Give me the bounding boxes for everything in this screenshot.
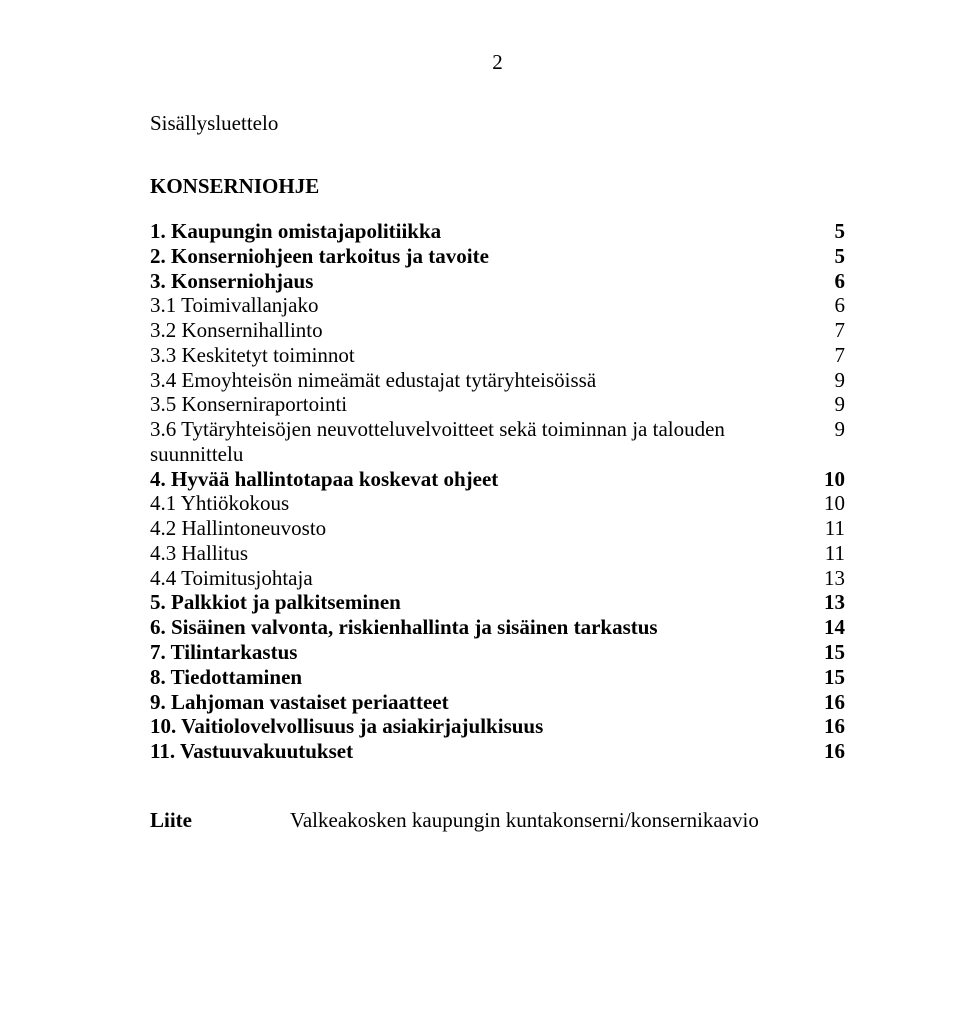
- toc-label: 3. Konserniohjaus: [150, 269, 815, 294]
- toc-label: 5. Palkkiot ja palkitseminen: [150, 590, 815, 615]
- toc-line: 7. Tilintarkastus15: [150, 640, 845, 665]
- toc-page-number: 11: [815, 516, 845, 541]
- toc-list: 1. Kaupungin omistajapolitiikka52. Konse…: [150, 219, 845, 764]
- toc-page-number: 11: [815, 541, 845, 566]
- toc-line: 2. Konserniohjeen tarkoitus ja tavoite5: [150, 244, 845, 269]
- toc-label: 11. Vastuuvakuutukset: [150, 739, 815, 764]
- toc-line: 3.5 Konserniraportointi9: [150, 392, 845, 417]
- toc-page-number: 9: [815, 392, 845, 417]
- toc-label: 4.1 Yhtiökokous: [150, 491, 815, 516]
- toc-line: 10. Vaitiolovelvollisuus ja asiakirjajul…: [150, 714, 845, 739]
- toc-label: 1. Kaupungin omistajapolitiikka: [150, 219, 815, 244]
- toc-line: 6. Sisäinen valvonta, riskienhallinta ja…: [150, 615, 845, 640]
- toc-label: 10. Vaitiolovelvollisuus ja asiakirjajul…: [150, 714, 815, 739]
- toc-page-number: 7: [815, 318, 845, 343]
- toc-page-number: 10: [815, 491, 845, 516]
- toc-page-number: 9: [815, 368, 845, 393]
- toc-line: 9. Lahjoman vastaiset periaatteet16: [150, 690, 845, 715]
- toc-line: 3.4 Emoyhteisön nimeämät edustajat tytär…: [150, 368, 845, 393]
- toc-line: 3.6 Tytäryhteisöjen neuvotteluvelvoittee…: [150, 417, 845, 467]
- toc-page-number: 16: [815, 690, 845, 715]
- toc-page-number: 15: [815, 640, 845, 665]
- toc-page-number: 7: [815, 343, 845, 368]
- toc-label: 7. Tilintarkastus: [150, 640, 815, 665]
- toc-line: 5. Palkkiot ja palkitseminen13: [150, 590, 845, 615]
- toc-page-number: 16: [815, 714, 845, 739]
- toc-page-number: 13: [815, 590, 845, 615]
- toc-line: 3. Konserniohjaus6: [150, 269, 845, 294]
- toc-label: 8. Tiedottaminen: [150, 665, 815, 690]
- toc-page-number: 14: [815, 615, 845, 640]
- toc-label: 4.3 Hallitus: [150, 541, 815, 566]
- toc-label: 3.1 Toimivallanjako: [150, 293, 815, 318]
- document-page: 2 Sisällysluettelo KONSERNIOHJE 1. Kaupu…: [0, 0, 960, 1019]
- toc-page-number: 9: [815, 417, 845, 467]
- toc-page-number: 15: [815, 665, 845, 690]
- toc-label: 3.5 Konserniraportointi: [150, 392, 815, 417]
- toc-label: 3.2 Konsernihallinto: [150, 318, 815, 343]
- toc-line: 4.3 Hallitus11: [150, 541, 845, 566]
- toc-page-number: 13: [815, 566, 845, 591]
- toc-line: 11. Vastuuvakuutukset16: [150, 739, 845, 764]
- toc-title: Sisällysluettelo: [150, 111, 845, 136]
- toc-label: 2. Konserniohjeen tarkoitus ja tavoite: [150, 244, 815, 269]
- toc-page-number: 10: [815, 467, 845, 492]
- toc-line: 3.3 Keskitetyt toiminnot7: [150, 343, 845, 368]
- toc-line: 4. Hyvää hallintotapaa koskevat ohjeet10: [150, 467, 845, 492]
- appendix-label: Liite: [150, 808, 290, 833]
- toc-page-number: 16: [815, 739, 845, 764]
- toc-line: 4.2 Hallintoneuvosto11: [150, 516, 845, 541]
- page-number: 2: [150, 50, 845, 75]
- toc-label: 3.4 Emoyhteisön nimeämät edustajat tytär…: [150, 368, 815, 393]
- appendix-line: Liite Valkeakosken kaupungin kuntakonser…: [150, 808, 845, 833]
- toc-line: 1. Kaupungin omistajapolitiikka5: [150, 219, 845, 244]
- toc-page-number: 6: [815, 269, 845, 294]
- toc-line: 3.1 Toimivallanjako6: [150, 293, 845, 318]
- toc-page-number: 6: [815, 293, 845, 318]
- toc-line: 8. Tiedottaminen15: [150, 665, 845, 690]
- toc-page-number: 5: [815, 219, 845, 244]
- toc-label: 6. Sisäinen valvonta, riskienhallinta ja…: [150, 615, 815, 640]
- toc-line: 3.2 Konsernihallinto7: [150, 318, 845, 343]
- toc-heading: KONSERNIOHJE: [150, 174, 845, 199]
- toc-line: 4.1 Yhtiökokous10: [150, 491, 845, 516]
- toc-label: 4.2 Hallintoneuvosto: [150, 516, 815, 541]
- appendix-text: Valkeakosken kaupungin kuntakonserni/kon…: [290, 808, 759, 833]
- toc-label: 4. Hyvää hallintotapaa koskevat ohjeet: [150, 467, 815, 492]
- toc-label: 9. Lahjoman vastaiset periaatteet: [150, 690, 815, 715]
- toc-page-number: 5: [815, 244, 845, 269]
- toc-label: 3.6 Tytäryhteisöjen neuvotteluvelvoittee…: [150, 417, 815, 467]
- toc-label: 4.4 Toimitusjohtaja: [150, 566, 815, 591]
- toc-label: 3.3 Keskitetyt toiminnot: [150, 343, 815, 368]
- toc-line: 4.4 Toimitusjohtaja13: [150, 566, 845, 591]
